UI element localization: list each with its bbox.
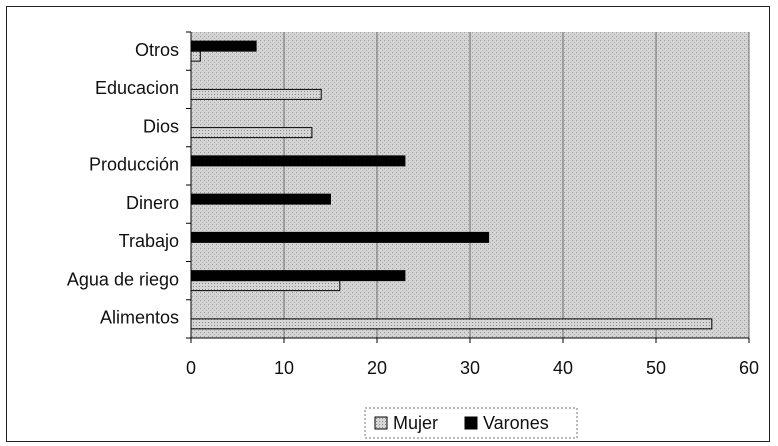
x-tick-label: 60 (739, 358, 759, 378)
legend: Mujer Varones (364, 407, 578, 439)
bar-mujer-2 (190, 88, 322, 100)
bar-mujer-7 (190, 280, 341, 292)
x-tick-label: 20 (367, 358, 387, 378)
bar-mujer-8 (190, 318, 713, 330)
bar-mujer-1 (190, 50, 201, 62)
x-tick-label: 10 (274, 358, 294, 378)
legend-label-varones: Varones (483, 413, 549, 433)
category-labels: Otros Educacion Dios Producción Dinero Trabaj… (67, 40, 179, 328)
x-tick-label: 50 (646, 358, 666, 378)
legend-label-mujer: Mujer (393, 413, 438, 433)
bar-mujer-3 (190, 127, 313, 139)
gridlines (283, 32, 750, 338)
category-label: Dinero (126, 193, 179, 213)
category-label: Trabajo (119, 231, 179, 251)
tick-labels: 0 10 20 30 40 50 60 (186, 358, 759, 378)
x-tick-label: 30 (460, 358, 480, 378)
category-label: Otros (135, 40, 179, 60)
bar-varones-1 (190, 40, 257, 52)
bar-varones-5 (190, 193, 331, 205)
category-label: Producción (89, 155, 179, 175)
legend-swatch-varones (464, 416, 478, 430)
bar-varones-7 (190, 270, 406, 282)
bar-varones-4 (190, 155, 406, 167)
axes (186, 31, 750, 343)
category-label: Dios (143, 116, 179, 136)
x-tick-label: 40 (553, 358, 573, 378)
legend-swatch-mujer (374, 416, 388, 430)
bar-varones-6 (190, 231, 490, 243)
category-label: Educacion (95, 78, 179, 98)
category-label: Alimentos (100, 308, 179, 328)
x-tick-label: 0 (186, 358, 196, 378)
category-label: Agua de riego (67, 269, 179, 289)
